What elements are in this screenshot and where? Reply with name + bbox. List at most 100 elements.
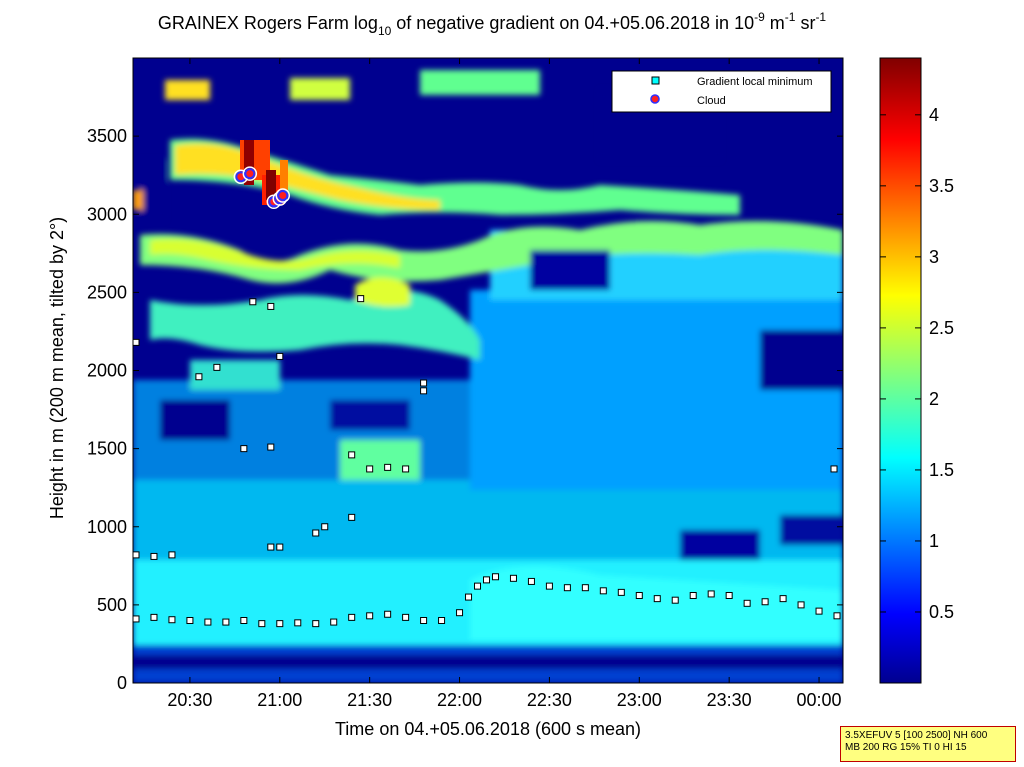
x-tick-label: 00:00 [797,690,842,710]
gap-8 [140,160,165,220]
gradient-minimum-marker [563,584,571,592]
gradient-minimum-marker [474,582,482,590]
gap-7 [760,330,843,390]
gradient-minimum-marker [213,363,221,371]
y-axis-ticks: 0 500 1000 1500 2000 2500 3000 3500 [87,126,843,693]
y-tick-label: 2000 [87,361,127,381]
gradient-minimum-marker [312,529,320,537]
title-unit-2: sr [795,13,815,33]
cloud-marker [277,190,289,201]
gradient-minimum-marker [420,379,428,387]
gradient-minimum-marker [797,601,805,609]
gradient-minimum-marker [348,513,356,521]
gradient-minimum-marker [761,598,769,606]
y-tick-label: 1500 [87,439,127,459]
legend-cloud-marker [650,94,660,104]
cloud-marker-outline [242,166,258,181]
gradient-minimum-marker [509,574,517,582]
gradient-minimum-marker [267,543,275,551]
edge-patch-left [133,190,143,210]
aerosol-layer-top [170,138,740,215]
colorbar-tick-label: 0.5 [929,602,954,622]
gradient-minimum-marker [276,620,284,628]
gradient-minimum-marker [617,588,625,596]
x-tick-label: 22:30 [527,690,572,710]
marker-layer [133,166,841,628]
gradient-minimum-marker [465,593,473,601]
gradient-minimum-marker [294,619,302,627]
cloud-echo-5 [280,160,288,190]
aerosol-layer-upper-core [150,239,400,270]
gradient-minimum-marker [815,607,823,615]
gradient-minimum-marker [133,615,140,623]
colorbar-tick-label: 2 [929,389,939,409]
gradient-minimum-marker [276,543,284,551]
gradient-minimum-marker [276,352,284,360]
gap-6 [530,250,610,290]
aerosol-patch-top-mid [290,78,350,100]
boundary-layer-lobe [470,566,843,640]
gradient-minimum-marker [312,620,320,628]
gradient-minimum-marker [348,613,356,621]
gradient-minimum-marker [545,582,553,590]
y-tick-label: 0 [117,673,127,693]
processing-info-line-1: 3.5XEFUV 5 [100 2500] NH 600 [845,730,988,741]
colorbar-tick-label: 3.5 [929,176,954,196]
gradient-minimum-marker [743,599,751,607]
gradient-minimum-marker [420,617,428,624]
title-middle: of negative gradient on 04.+05.06.2018 i… [391,13,754,33]
gradient-minimum-marker [491,573,499,581]
gradient-minimum-marker [830,465,838,473]
aerosol-patch-top-left [165,80,210,100]
y-axis-label: Height in m (200 m mean, tilted by 2°) [47,217,67,519]
y-tick-label: 1000 [87,517,127,537]
gradient-minimum-marker [384,463,392,471]
legend-minimum-label: Gradient local minimum [697,76,813,88]
heatmap [133,58,843,683]
colorbar-tick-label: 4 [929,105,939,125]
x-tick-label: 21:00 [257,690,302,710]
gradient-minimum-marker [671,596,679,604]
aerosol-layer-upper [140,221,843,284]
x-axis-label: Time on 04.+05.06.2018 (600 s mean) [335,719,641,739]
gradient-minimum-marker [833,612,841,620]
aerosol-patch-2500 [355,277,410,307]
gradient-minimum-marker [258,620,266,628]
gradient-minimum-marker [402,465,410,473]
processing-info-box: 3.5XEFUV 5 [100 2500] NH 600 MB 200 RG 1… [840,726,1016,762]
gradient-minimum-marker [222,618,230,626]
gradient-minimum-marker [366,612,374,620]
title-main: GRAINEX Rogers Farm log [158,13,378,33]
gradient-minimum-marker [186,617,194,624]
gap-3 [680,530,760,560]
gradient-minimum-marker [599,587,607,595]
gradient-minimum-marker [420,387,428,395]
cloud-marker [244,168,256,180]
gradient-minimum-marker [707,590,715,598]
chart-title: GRAINEX Rogers Farm log10 of negative gr… [158,10,827,38]
x-tick-label: 23:30 [707,690,752,710]
gradient-minimum-marker [330,618,338,626]
aerosol-patch-1500 [340,440,420,480]
gradient-minimum-marker [150,552,158,560]
aerosol-patch-top-right [420,70,540,95]
gradient-minimum-marker [195,373,203,381]
gradient-minimum-marker [204,618,212,626]
x-tick-label: 23:00 [617,690,662,710]
gradient-minimum-marker [133,338,140,346]
heatmap-texture [133,70,843,683]
title-unit-1: m [765,13,785,33]
y-tick-label: 500 [97,595,127,615]
gradient-minimum-marker [240,445,248,453]
x-tick-label: 22:00 [437,690,482,710]
gradient-minimum-marker [581,584,589,592]
gap-1 [160,400,230,440]
colorbar-tick-label: 1 [929,531,939,551]
gradient-minimum-marker [402,613,410,621]
legend-box [611,70,832,113]
gradient-minimum-marker [249,298,257,306]
gradient-minimum-marker [483,576,491,584]
gradient-minimum-marker [635,592,643,599]
gradient-minimum-marker [653,595,661,603]
gradient-minimum-marker [240,617,248,624]
